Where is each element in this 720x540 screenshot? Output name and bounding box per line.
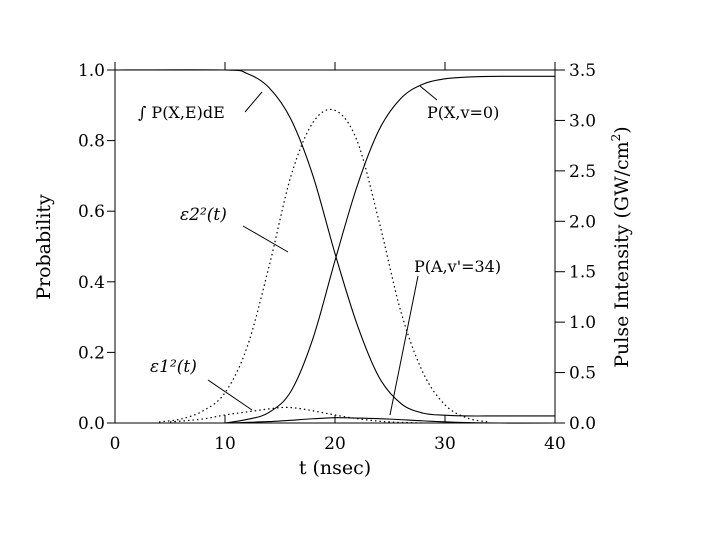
annotation-eps1: ε1²(t) bbox=[150, 357, 197, 377]
x-tick-label: 20 bbox=[324, 434, 346, 454]
x-tick-label: 0 bbox=[110, 434, 121, 454]
y2-axis-title: Pulse Intensity (GW/cm2) bbox=[609, 126, 633, 367]
leader-eps2 bbox=[242, 225, 289, 253]
leader-pxv0 bbox=[419, 85, 438, 101]
x-tick-label: 40 bbox=[544, 434, 566, 454]
y-tick-label: 0.2 bbox=[78, 343, 105, 363]
y2-tick-label: 1.0 bbox=[569, 313, 596, 333]
y-tick-label: 0.0 bbox=[78, 414, 105, 434]
leader-pav bbox=[389, 275, 419, 416]
series-eps1 bbox=[169, 406, 424, 424]
x-tick-label: 30 bbox=[434, 434, 456, 454]
tick-labels: 0 10 20 30 400.00.20.40.60.81.00.00.51.01.52… bbox=[78, 61, 596, 454]
annotation-eps2: ε2²(t) bbox=[180, 205, 227, 225]
series-group bbox=[114, 69, 556, 424]
annotation-integral: ∫ P(X,E)dE bbox=[138, 103, 225, 122]
y-tick-label: 1.0 bbox=[78, 61, 105, 81]
y-tick-label: 0.4 bbox=[78, 273, 105, 293]
y2-tick-label: 0.0 bbox=[569, 414, 596, 434]
x-tick-label: 10 bbox=[214, 434, 236, 454]
y2-tick-label: 0.5 bbox=[569, 364, 596, 384]
y-axis-title: Probability bbox=[33, 194, 55, 300]
annotation-leaders bbox=[207, 85, 438, 416]
leader-eps1 bbox=[207, 379, 253, 411]
y2-tick-label: 3.0 bbox=[569, 111, 596, 131]
axis-ticks bbox=[107, 62, 565, 424]
y2-tick-label: 2.0 bbox=[569, 212, 596, 232]
y2-tick-label: 1.5 bbox=[569, 263, 596, 283]
series-pav34 bbox=[224, 417, 556, 424]
annotation-pxv0: P(X,v=0) bbox=[427, 103, 499, 122]
annotation-pav: P(A,v'=34) bbox=[414, 257, 501, 276]
y-tick-label: 0.8 bbox=[78, 132, 105, 152]
y2-tick-label: 3.5 bbox=[569, 61, 596, 81]
series-eps2 bbox=[158, 108, 490, 423]
y2-tick-label: 2.5 bbox=[569, 162, 596, 182]
leader-integral bbox=[244, 91, 263, 113]
series-integral-pxe bbox=[114, 69, 555, 417]
series-pxv0 bbox=[224, 75, 556, 424]
y-tick-label: 0.6 bbox=[78, 202, 105, 222]
x-axis-title: t (nsec) bbox=[299, 457, 371, 479]
